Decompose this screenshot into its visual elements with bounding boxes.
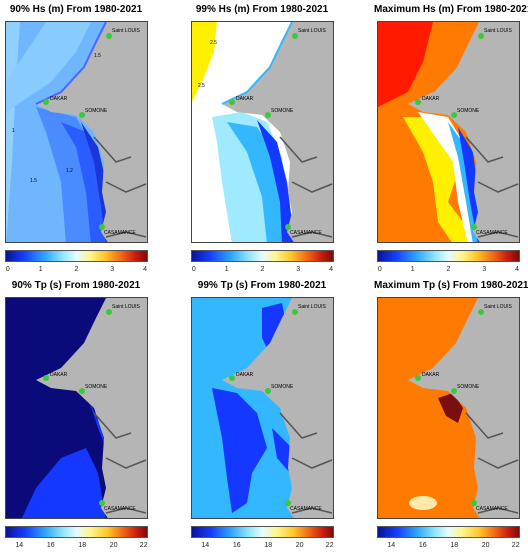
tick: 3 <box>110 266 115 273</box>
map: Saint LOUIS DAKAR SOMONE CASAMANCE 1.5 1… <box>5 21 148 243</box>
label-casamance: CASAMANCE <box>104 506 136 512</box>
tick: 1 <box>410 266 415 273</box>
tick: 22 <box>511 542 520 549</box>
tick: 18 <box>450 542 459 549</box>
label-saint-louis: Saint LOUIS <box>298 304 326 310</box>
contour-label: 1 <box>12 128 15 134</box>
label-somone: SOMONE <box>457 384 480 390</box>
colorbar-ticks: 0 1 2 3 4 <box>377 266 520 276</box>
colorbar-ticks: 14 16 18 20 22 <box>377 542 520 552</box>
colorbar-ticks: 14 16 18 20 22 <box>5 542 148 552</box>
label-somone: SOMONE <box>85 384 108 390</box>
colorbar <box>191 250 334 262</box>
tick: 2 <box>446 266 451 273</box>
tick: 16 <box>418 542 427 549</box>
tp-99-map: Saint LOUIS DAKAR SOMONE CASAMANCE <box>192 298 333 518</box>
map: Saint LOUIS DAKAR SOMONE CASAMANCE <box>5 297 148 519</box>
tick: 22 <box>139 542 148 549</box>
tick: 0 <box>191 266 196 273</box>
label-somone: SOMONE <box>85 108 108 114</box>
label-saint-louis: Saint LOUIS <box>112 304 140 310</box>
tick: 0 <box>5 266 10 273</box>
tick: 2 <box>260 266 265 273</box>
tick: 18 <box>264 542 273 549</box>
tick: 2 <box>74 266 79 273</box>
colorbar <box>377 526 520 538</box>
panel-title: Maximum Tp (s) From 1980-2021 <box>374 280 528 291</box>
tick: 14 <box>387 542 396 549</box>
tp-90-map: Saint LOUIS DAKAR SOMONE CASAMANCE <box>6 298 147 518</box>
label-saint-louis: Saint LOUIS <box>112 28 140 34</box>
tick: 3 <box>296 266 301 273</box>
colorbar-ticks: 0 1 2 3 4 <box>5 266 148 276</box>
label-saint-louis: Saint LOUIS <box>298 28 326 34</box>
tick: 20 <box>109 542 118 549</box>
contour-label: 1.2 <box>66 168 73 174</box>
colorbar <box>5 526 148 538</box>
tick: 4 <box>143 266 148 273</box>
hs-max-map: Saint LOUIS DAKAR SOMONE CASAMANCE <box>378 22 519 242</box>
panel-title: 99% Hs (m) From 1980-2021 <box>195 4 329 15</box>
contour-label: 2.5 <box>198 83 205 89</box>
panel-title: 90% Hs (m) From 1980-2021 <box>9 4 143 15</box>
label-dakar: DAKAR <box>422 96 440 102</box>
panel-title: 99% Tp (s) From 1980-2021 <box>197 280 327 291</box>
tick: 16 <box>46 542 55 549</box>
tick: 20 <box>295 542 304 549</box>
label-casamance: CASAMANCE <box>104 230 136 236</box>
tick: 18 <box>78 542 87 549</box>
tick: 0 <box>377 266 382 273</box>
tick: 3 <box>482 266 487 273</box>
label-saint-louis: Saint LOUIS <box>484 304 512 310</box>
tick: 14 <box>201 542 210 549</box>
label-saint-louis: Saint LOUIS <box>484 28 512 34</box>
hs-90-map: Saint LOUIS DAKAR SOMONE CASAMANCE 1.5 1… <box>6 22 147 242</box>
tick: 14 <box>15 542 24 549</box>
tick: 1 <box>224 266 229 273</box>
contour-label: 1.5 <box>30 178 37 184</box>
colorbar-ticks: 0 1 2 3 4 <box>191 266 334 276</box>
hs-99-map: Saint LOUIS DAKAR SOMONE CASAMANCE 2.5 2… <box>192 22 333 242</box>
label-casamance: CASAMANCE <box>290 506 322 512</box>
label-casamance: CASAMANCE <box>290 230 322 236</box>
label-dakar: DAKAR <box>50 372 68 378</box>
tick: 22 <box>325 542 334 549</box>
panel-title: Maximum Hs (m) From 1980-2021 <box>374 4 528 15</box>
label-casamance: CASAMANCE <box>476 230 508 236</box>
label-dakar: DAKAR <box>50 96 68 102</box>
label-somone: SOMONE <box>271 108 294 114</box>
map: Saint LOUIS DAKAR SOMONE CASAMANCE <box>191 297 334 519</box>
map: Saint LOUIS DAKAR SOMONE CASAMANCE <box>377 297 520 519</box>
label-casamance: CASAMANCE <box>476 506 508 512</box>
label-somone: SOMONE <box>457 108 480 114</box>
tick: 20 <box>481 542 490 549</box>
tick: 1 <box>38 266 43 273</box>
tick: 4 <box>515 266 520 273</box>
contour-label: 2.5 <box>210 40 217 46</box>
map: Saint LOUIS DAKAR SOMONE CASAMANCE 2.5 2… <box>191 21 334 243</box>
contour-label: 1.5 <box>94 53 101 59</box>
colorbar <box>191 526 334 538</box>
tick: 4 <box>329 266 334 273</box>
label-dakar: DAKAR <box>422 372 440 378</box>
label-somone: SOMONE <box>271 384 294 390</box>
label-dakar: DAKAR <box>236 96 254 102</box>
panel-title: 90% Tp (s) From 1980-2021 <box>11 280 141 291</box>
colorbar-ticks: 14 16 18 20 22 <box>191 542 334 552</box>
tick: 16 <box>232 542 241 549</box>
tp-max-map: Saint LOUIS DAKAR SOMONE CASAMANCE <box>378 298 519 518</box>
colorbar <box>5 250 148 262</box>
map: Saint LOUIS DAKAR SOMONE CASAMANCE <box>377 21 520 243</box>
colorbar <box>377 250 520 262</box>
label-dakar: DAKAR <box>236 372 254 378</box>
